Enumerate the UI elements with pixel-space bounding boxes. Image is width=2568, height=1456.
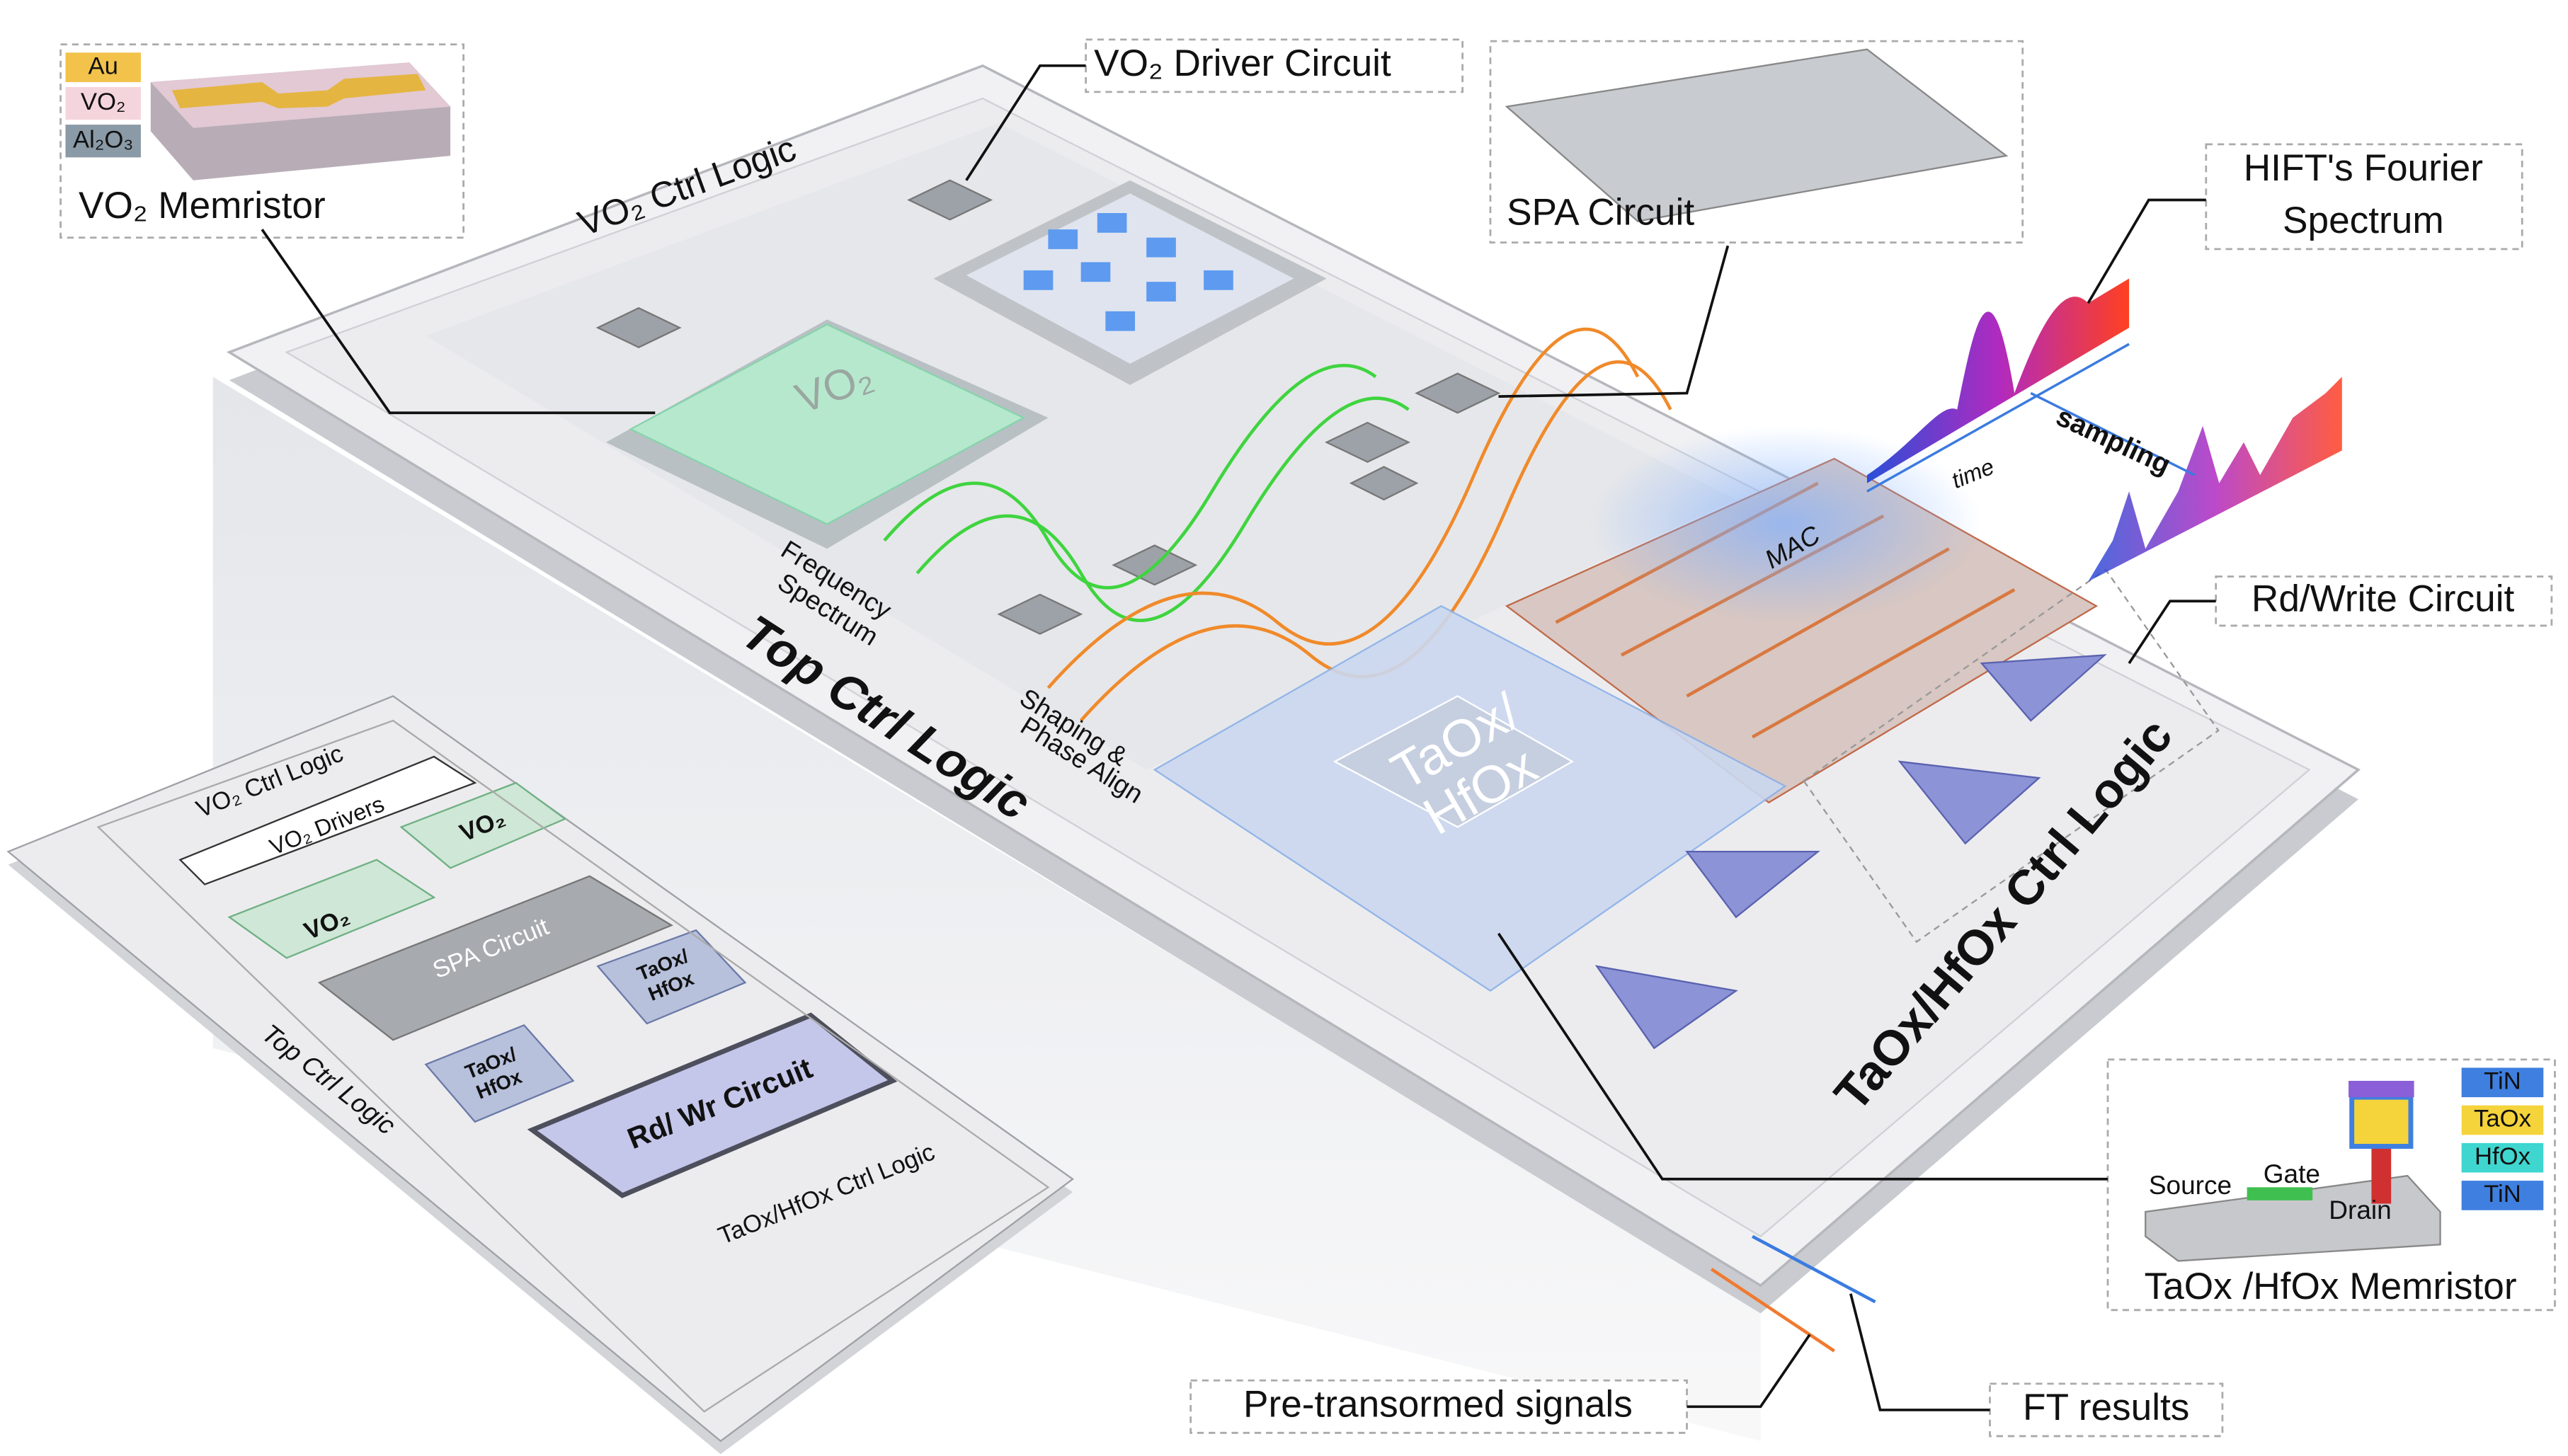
callout-label: SPA Circuit	[1507, 191, 1694, 233]
shape	[1751, 1234, 1876, 1304]
terminal-label: Gate	[2264, 1159, 2320, 1188]
shape	[1146, 237, 1176, 258]
shape	[2205, 143, 2523, 251]
shape	[1898, 760, 2041, 845]
shape	[1349, 466, 1419, 501]
shape	[527, 1012, 898, 1198]
shape	[997, 593, 1083, 635]
shape	[1685, 850, 1820, 919]
shape	[1085, 38, 1464, 93]
callout-label: TaOx /HfOx Memristor	[2145, 1266, 2517, 1307]
shape	[178, 755, 477, 885]
shape	[2461, 1105, 2544, 1135]
shape	[2215, 575, 2553, 627]
shape	[1415, 372, 1501, 414]
shape	[399, 781, 567, 869]
legend-label: Au	[89, 52, 118, 79]
shape	[915, 396, 1410, 622]
shape	[426, 122, 1736, 770]
shape	[907, 179, 993, 221]
callout-label: Pre-transormed signals	[1243, 1383, 1633, 1425]
group	[1594, 654, 2107, 1050]
callout-label: Spectrum	[2283, 200, 2444, 241]
legend-label: TaOx	[2474, 1106, 2531, 1133]
axis-label: time	[1948, 454, 1997, 493]
shape	[1497, 932, 2108, 1181]
shape	[1324, 421, 1410, 463]
shape	[2461, 1067, 2544, 1098]
shape	[1105, 311, 1136, 331]
terminal-label: Drain	[2329, 1195, 2391, 1225]
axis-label: sampling	[2052, 401, 2176, 481]
shape	[1710, 1268, 1835, 1353]
shape	[227, 859, 436, 959]
shape	[1097, 213, 1127, 233]
shape	[1588, 425, 1982, 623]
callout-label: FT results	[2023, 1387, 2189, 1428]
shape	[1594, 965, 1738, 1050]
legend-label: TiN	[2484, 1067, 2521, 1094]
shape	[966, 193, 1294, 364]
group	[1023, 213, 1233, 331]
shape	[1687, 1334, 1811, 1409]
shape	[1980, 654, 2107, 722]
shape	[1751, 588, 2016, 739]
legend-label: TiN	[2484, 1181, 2521, 1208]
shape	[1204, 270, 1233, 290]
shape	[2349, 1094, 2414, 1149]
shape	[2371, 1146, 2392, 1204]
shape	[1023, 270, 1054, 290]
shape	[96, 719, 1050, 1413]
shape	[171, 74, 426, 108]
shape	[629, 323, 1026, 525]
shape	[2461, 1142, 2544, 1173]
shape	[965, 64, 1086, 181]
legend-label: VO₂	[81, 88, 126, 115]
shape	[2461, 1181, 2544, 1210]
callout-label: Rd/Write Circuit	[2252, 578, 2515, 619]
callout-label: HIFT's Fourier	[2244, 147, 2483, 189]
shape	[2128, 600, 2216, 665]
shape	[883, 364, 1377, 590]
shape	[2145, 1174, 2441, 1262]
shape	[261, 229, 656, 415]
shape	[65, 125, 141, 158]
shape	[595, 306, 682, 348]
shape	[1048, 229, 1078, 249]
group	[595, 179, 1501, 635]
shape	[1866, 343, 2130, 493]
shape	[1046, 327, 1640, 689]
shape	[317, 875, 673, 1041]
terminal-label: Source	[2149, 1170, 2232, 1200]
callout-label: VO₂ Memristor	[79, 185, 326, 227]
shape	[65, 52, 141, 82]
shape	[1849, 1293, 1990, 1411]
callout-label: VO₂ Driver Circuit	[1094, 42, 1391, 84]
shape	[2030, 391, 2196, 476]
shape	[1080, 262, 1111, 282]
shape	[2088, 377, 2342, 582]
shape	[1505, 48, 2009, 222]
shape	[1332, 695, 1574, 828]
shape	[65, 86, 141, 120]
shape	[2087, 198, 2206, 304]
shape	[1146, 282, 1176, 302]
shape	[2349, 1080, 2414, 1098]
shape	[1803, 568, 2220, 944]
shape	[596, 929, 747, 1025]
shape	[2247, 1187, 2313, 1200]
shape	[1866, 278, 2130, 483]
legend-label: HfOx	[2475, 1143, 2530, 1170]
shape	[212, 377, 1761, 1441]
shape	[424, 1024, 575, 1123]
shape	[1498, 245, 1730, 398]
legend-label: Al₂O₃	[73, 126, 133, 153]
